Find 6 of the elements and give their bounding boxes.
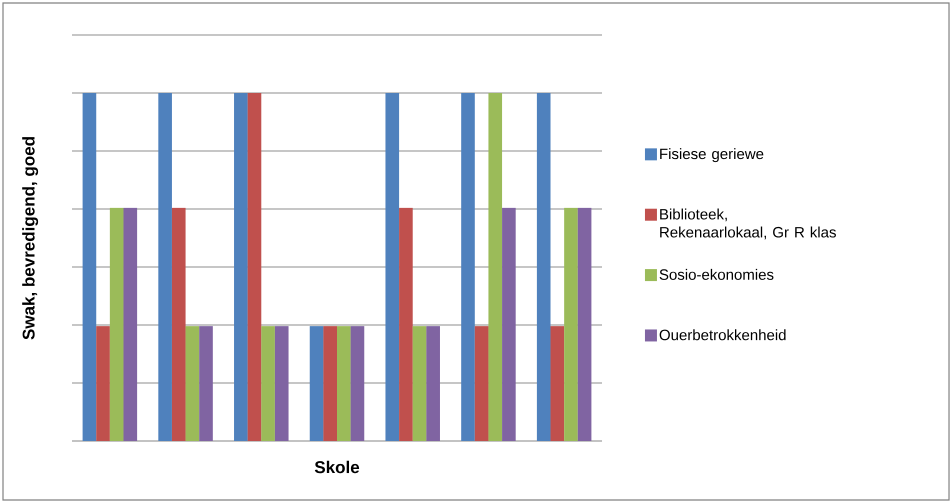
y-axis-title: Swak, bevredigend, goed [22,137,38,340]
legend-label: Ouerbetrokkenheid [660,329,786,340]
x-axis-title: Skole [314,460,360,474]
legend-label: Biblioteek, Rekenaarlokaal, Gr R klas [660,208,836,240]
legend-label: Sosio-ekonomies [660,268,774,280]
legend-label: Fisiese geriewe [660,148,764,162]
